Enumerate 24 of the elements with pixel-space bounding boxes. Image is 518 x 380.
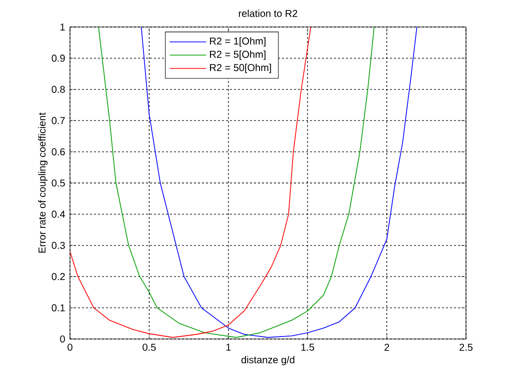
x-tick-label: 0.5 xyxy=(142,344,156,351)
line-series xyxy=(70,27,312,338)
y-tick-label: 0.9 xyxy=(52,54,65,62)
x-tick-label: 2 xyxy=(384,344,390,351)
x-axis-title: distanze g/d xyxy=(241,356,294,366)
y-axis-title: Error rate of coupling coefficient xyxy=(38,112,48,253)
y-tick-label: 0.6 xyxy=(52,148,65,156)
y-tick-label: 0.8 xyxy=(52,86,65,93)
y-tick-label: 0.5 xyxy=(52,179,65,187)
y-tick-label: 0 xyxy=(60,335,65,343)
x-tick-label: 0 xyxy=(68,344,72,351)
y-tick-label: 0.4 xyxy=(52,210,65,218)
x-tick-label: 1 xyxy=(226,344,231,351)
y-tick-label: 0.3 xyxy=(52,242,65,249)
chart-title: relation to R2 xyxy=(238,10,298,17)
x-tick-label: 2.5 xyxy=(460,344,473,351)
y-tick-label: 1 xyxy=(60,24,65,30)
legend-label: R2 = 50[Ohm] xyxy=(210,64,272,74)
legend-label: R2 = 5[Ohm] xyxy=(210,50,266,60)
x-tick-label: 1.5 xyxy=(301,344,314,351)
y-tick-label: 0.7 xyxy=(52,117,65,124)
y-tick-label: 0.1 xyxy=(52,304,65,312)
y-tick-label: 0.2 xyxy=(52,273,65,280)
legend-label: R2 = 1[Ohm] xyxy=(210,37,266,47)
